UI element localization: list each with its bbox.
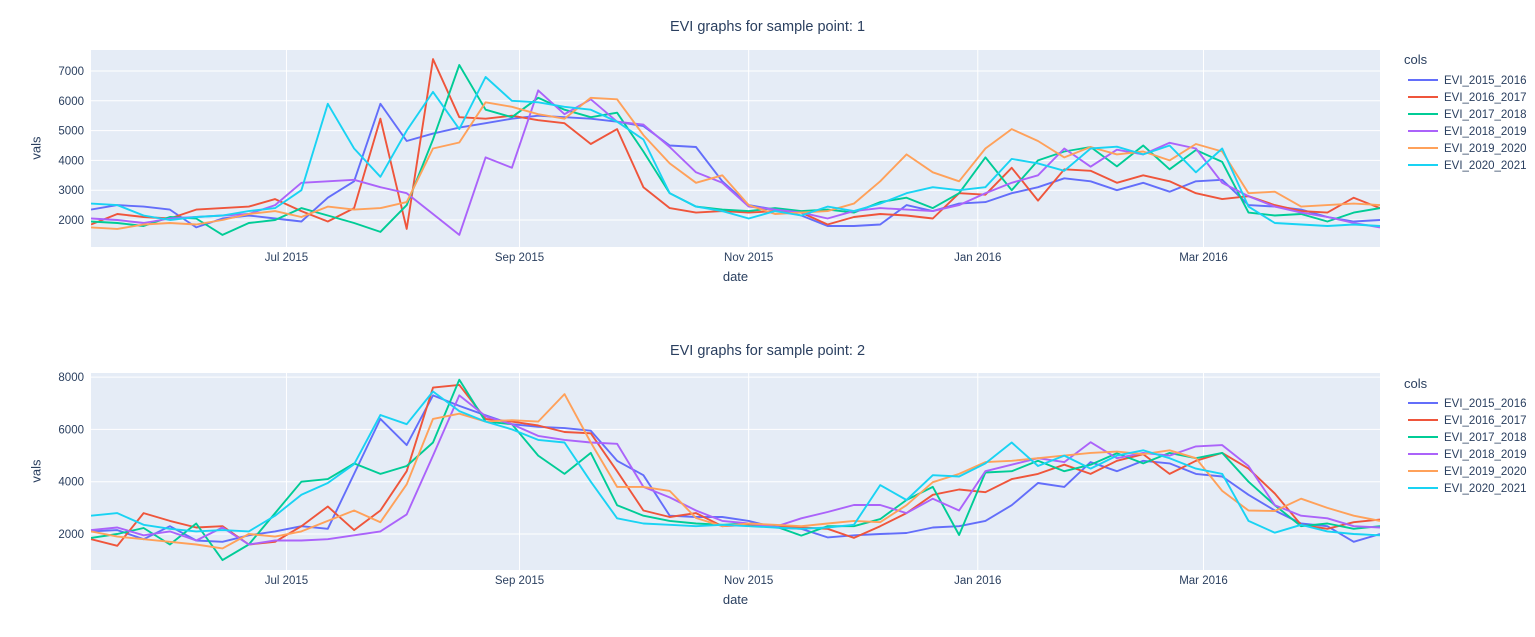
x-tick-label: Jan 2016 (954, 252, 1001, 264)
series-line-EVI_2020_2021[interactable] (91, 390, 1380, 537)
series-line-EVI_2015_2016[interactable] (91, 394, 1380, 543)
legend-item-label[interactable]: EVI_2015_2016 (1444, 75, 1527, 87)
evi-chart-1: 2000 3000 4000 5000 6000 7000 Jul 2015 Sep 2015… (0, 0, 1535, 330)
x-tick-label: Jan 2016 (954, 575, 1001, 587)
x-tick-label: Mar 2016 (1179, 575, 1228, 587)
y-tick-label: 6000 (58, 96, 84, 108)
legend-item-label[interactable]: EVI_2018_2019 (1444, 126, 1527, 138)
evi-chart-2: 2000 4000 6000 8000 Jul 2015 Sep 2015 Nov 2015… (0, 330, 1535, 637)
legend-item-label[interactable]: EVI_2020_2021 (1444, 160, 1527, 172)
chart-title: EVI graphs for sample point: 2 (669, 343, 866, 359)
series-line-EVI_2015_2016[interactable] (91, 102, 1380, 229)
x-tick-label: Sep 2015 (495, 252, 544, 264)
legend-item-label[interactable]: EVI_2016_2017 (1444, 415, 1527, 427)
legend-item-label[interactable]: EVI_2019_2020 (1444, 466, 1527, 478)
x-axis-title: date (722, 269, 749, 284)
legend-item-label[interactable]: EVI_2019_2020 (1444, 143, 1527, 155)
legend-item-label[interactable]: EVI_2018_2019 (1444, 449, 1527, 461)
plot-svg-2[interactable]: 2000 4000 6000 8000 Jul 2015 Sep 2015 Nov 2015… (0, 330, 1535, 637)
y-axis-title: vals (28, 136, 44, 160)
series-line-EVI_2016_2017[interactable] (91, 58, 1380, 230)
plot-svg-1[interactable]: 2000 3000 4000 5000 6000 7000 Jul 2015 Sep 2015… (0, 0, 1535, 330)
legend-item-label[interactable]: EVI_2016_2017 (1444, 92, 1527, 104)
legend-item-label[interactable]: EVI_2017_2018 (1444, 109, 1527, 121)
y-tick-label: 8000 (58, 372, 84, 384)
series-line-EVI_2019_2020[interactable] (91, 96, 1380, 230)
y-axis-title: vals (28, 459, 44, 483)
legend-item-label[interactable]: EVI_2015_2016 (1444, 398, 1527, 410)
x-tick-label: Nov 2015 (724, 575, 773, 587)
legend-item-label[interactable]: EVI_2017_2018 (1444, 432, 1527, 444)
x-tick-label: Jul 2015 (265, 575, 308, 587)
x-axis-title: date (722, 592, 749, 607)
y-tick-label: 7000 (58, 66, 84, 78)
y-tick-label: 5000 (58, 126, 84, 138)
plot-area[interactable] (91, 50, 1380, 247)
legend-title: cols (1404, 52, 1428, 67)
x-tick-label: Nov 2015 (724, 252, 773, 264)
y-tick-label: 3000 (58, 185, 84, 197)
legend-item-label[interactable]: EVI_2020_2021 (1444, 483, 1527, 495)
y-tick-label: 6000 (58, 424, 84, 436)
y-tick-label: 2000 (58, 529, 84, 541)
series-line-EVI_2018_2019[interactable] (91, 89, 1380, 236)
chart-title: EVI graphs for sample point: 1 (669, 19, 866, 35)
series-line-EVI_2018_2019[interactable] (91, 394, 1380, 546)
x-tick-label: Sep 2015 (495, 575, 544, 587)
legend-title: cols (1404, 376, 1428, 391)
y-tick-label: 4000 (58, 477, 84, 489)
series-line-EVI_2020_2021[interactable] (91, 76, 1380, 227)
x-tick-label: Mar 2016 (1179, 252, 1228, 264)
y-tick-label: 2000 (58, 215, 84, 227)
y-tick-label: 4000 (58, 155, 84, 167)
x-tick-label: Jul 2015 (265, 252, 308, 264)
series-line-EVI_2017_2018[interactable] (91, 64, 1380, 236)
